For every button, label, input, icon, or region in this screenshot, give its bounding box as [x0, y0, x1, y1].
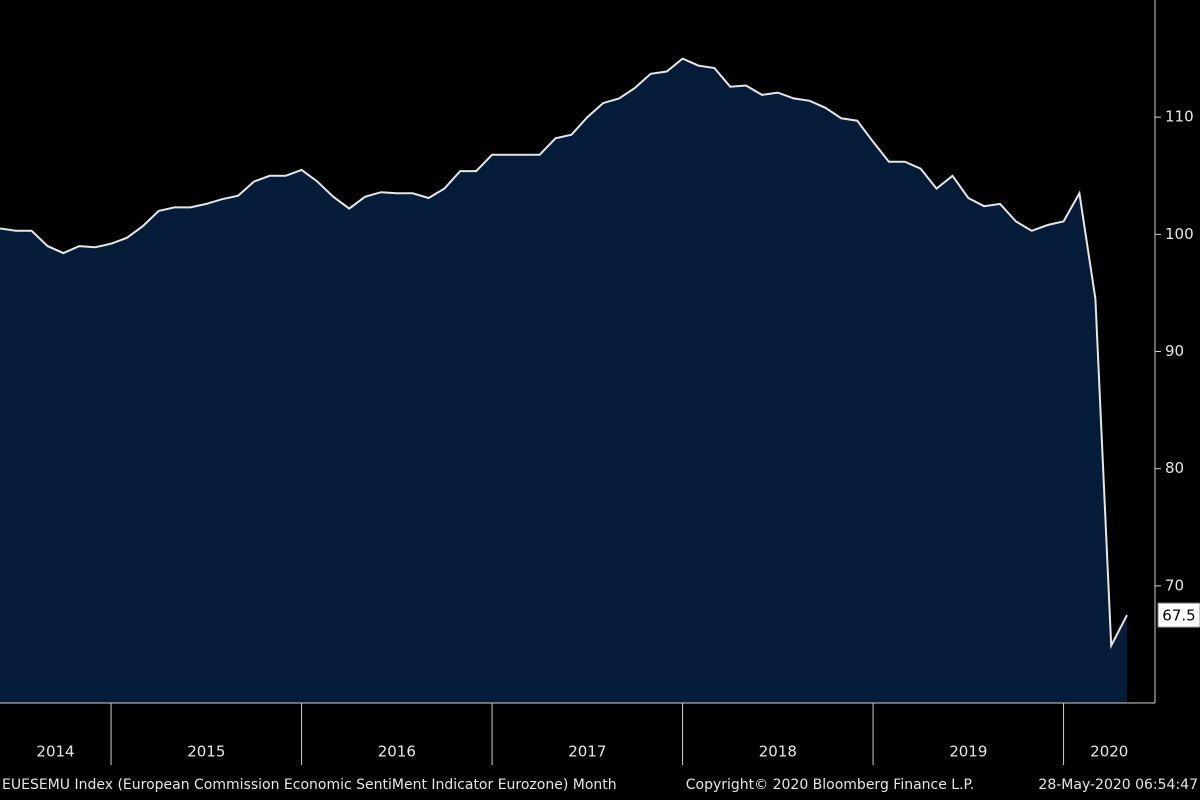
y-tick-label: 110 — [1165, 108, 1194, 126]
x-tick-label: 2014 — [36, 743, 74, 761]
area — [0, 58, 1127, 704]
line — [0, 57, 1128, 650]
x-tick-label: 2019 — [949, 743, 987, 761]
footer-center: Copyright© 2020 Bloomberg Finance L.P. — [686, 777, 975, 793]
last-value-box — [1157, 602, 1200, 628]
x-tick-label: 2018 — [759, 743, 797, 761]
x-tick-label: 2016 — [378, 743, 416, 761]
plot-area — [0, 57, 1128, 704]
footer-right: 28-May-2020 06:54:47 — [1038, 777, 1198, 793]
x-tick-label: 2015 — [187, 743, 225, 761]
y-tick-label: 100 — [1165, 225, 1194, 243]
footer-left: EUESEMU Index (European Commission Econo… — [2, 777, 617, 793]
x-tick-label: 2020 — [1090, 743, 1128, 761]
last-value-label: 67.5 — [1162, 607, 1195, 625]
y-tick-label: 80 — [1165, 459, 1184, 477]
x-tick-label: 2017 — [568, 743, 606, 761]
y-tick-label: 70 — [1165, 576, 1184, 594]
y-tick-label: 90 — [1165, 342, 1184, 360]
